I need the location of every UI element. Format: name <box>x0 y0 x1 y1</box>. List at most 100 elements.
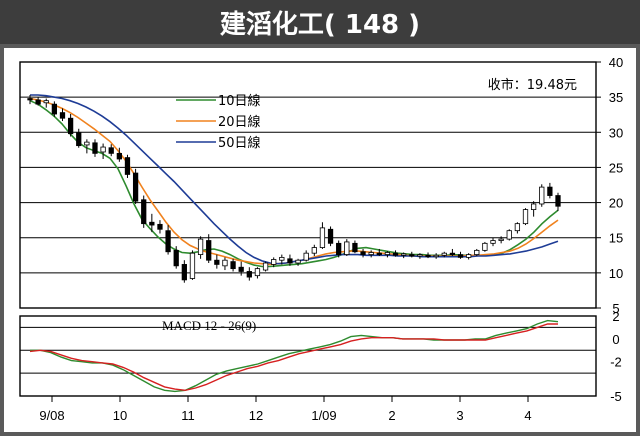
chart-title: 建滔化工( 148 ) <box>220 10 420 40</box>
candle-body <box>336 242 342 255</box>
macd-panel-frame <box>19 315 597 397</box>
x-tick-label: 1/09 <box>311 408 336 423</box>
price-ytick-label: 15 <box>609 231 623 246</box>
candle-body <box>157 223 163 230</box>
price-ytick-label: 25 <box>609 160 623 175</box>
candle-body <box>384 252 391 255</box>
candle-body <box>417 254 423 257</box>
macd-ytick-label: -5 <box>610 389 622 404</box>
title-banner <box>0 0 640 46</box>
candle-body <box>100 146 106 153</box>
candle-body <box>522 209 529 225</box>
candle-body <box>35 99 41 105</box>
candle-body <box>124 157 131 175</box>
candle-body <box>279 256 285 261</box>
candle-body <box>457 254 464 258</box>
price-ytick-label: 35 <box>609 90 623 105</box>
candle-body <box>51 103 58 115</box>
candle-body <box>392 252 399 256</box>
candle-body <box>466 254 472 258</box>
candle-body <box>92 142 98 154</box>
x-tick-label: 9/08 <box>39 408 64 423</box>
candle-body <box>287 258 293 264</box>
line-dea <box>29 323 558 392</box>
price-ytick-label: 40 <box>609 55 623 70</box>
candle-body <box>181 264 187 281</box>
candle-body <box>441 252 447 256</box>
candle-body <box>108 147 114 154</box>
candlestick-layer <box>27 95 561 283</box>
price-panel-frame <box>19 61 597 309</box>
macd-ytick-label: 2 <box>612 309 619 324</box>
macd-title: MACD 12 - 26(9) <box>162 318 256 333</box>
candle-body <box>214 259 220 265</box>
macd-layer <box>29 319 559 393</box>
candle-body <box>67 117 74 135</box>
candle-body <box>409 254 415 257</box>
price-ytick-label: 30 <box>609 125 623 140</box>
candle-body <box>401 253 407 256</box>
candle-body <box>84 141 90 146</box>
x-tick-label: 10 <box>113 408 127 423</box>
candle-body <box>116 152 122 160</box>
candle-body <box>173 249 179 267</box>
candle-body <box>262 262 269 271</box>
candle-body <box>327 228 334 244</box>
candle-body <box>295 259 301 264</box>
candle-body <box>555 195 561 207</box>
candle-body <box>222 259 228 267</box>
close-price-label: 收市：19.48元 <box>488 77 577 93</box>
legend-label-ma20: 20日線 <box>218 114 261 130</box>
candle-body <box>360 251 366 255</box>
legend-label-ma10: 10日線 <box>218 93 261 109</box>
x-tick-label: 12 <box>249 408 263 423</box>
candle-body <box>474 249 480 255</box>
candle-body <box>514 223 521 232</box>
macd-ytick-label: 0 <box>612 332 619 347</box>
candle-body <box>132 172 139 202</box>
candle-body <box>490 240 496 244</box>
x-tick-label: 3 <box>456 408 463 423</box>
candle-body <box>206 240 212 261</box>
candle-body <box>238 266 244 272</box>
candle-body <box>530 203 537 210</box>
candle-body <box>76 132 82 147</box>
outer-frame <box>0 44 640 436</box>
price-ytick-label: 20 <box>609 196 623 211</box>
candle-body <box>189 252 196 279</box>
legend: 10日線 20日線 50日線 <box>176 93 261 151</box>
legend-label-ma50: 50日線 <box>218 135 261 151</box>
candle-body <box>425 254 431 258</box>
candle-body <box>352 242 358 253</box>
candle-body <box>254 268 261 277</box>
price-ytick-label: 5 <box>612 301 619 316</box>
candle-body <box>230 261 236 270</box>
price-ytick-label: 10 <box>609 266 623 281</box>
candle-body <box>376 252 382 255</box>
candle-body <box>506 230 512 240</box>
x-tick-label: 4 <box>524 408 531 423</box>
candle-body <box>539 186 545 205</box>
candle-body <box>149 221 155 226</box>
candle-body <box>311 247 317 254</box>
candle-body <box>319 227 326 248</box>
candle-body <box>59 112 66 119</box>
candle-body <box>482 242 488 251</box>
candle-body <box>433 254 439 258</box>
candle-body <box>27 98 33 101</box>
macd-ytick-label: -2 <box>610 355 622 370</box>
x-tick-label: 2 <box>388 408 395 423</box>
candle-body <box>141 199 147 225</box>
candle-body <box>165 230 171 253</box>
candle-body <box>303 252 309 261</box>
candle-body <box>344 241 350 255</box>
candle-body <box>43 100 49 104</box>
candle-body <box>197 238 204 255</box>
candle-body <box>449 252 456 255</box>
candle-body <box>271 259 277 265</box>
candle-body <box>368 252 374 255</box>
candle-body <box>547 186 553 196</box>
